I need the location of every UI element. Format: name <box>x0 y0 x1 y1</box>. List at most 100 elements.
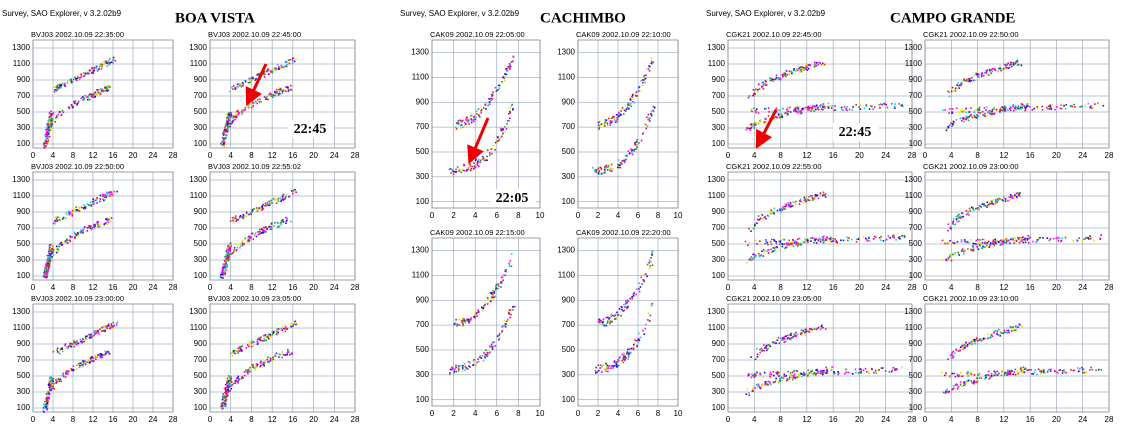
trace-dot <box>495 289 497 291</box>
trace-dot <box>1032 109 1034 111</box>
trace-dot <box>860 108 862 110</box>
trace-dot <box>56 349 58 351</box>
y-tick-label: 1300 <box>557 48 575 57</box>
trace-dot <box>970 210 972 212</box>
trace-dot <box>48 264 50 266</box>
trace-dot <box>613 118 615 120</box>
trace-dot <box>645 78 647 80</box>
trace-dot <box>243 83 245 85</box>
y-tick-label: 1300 <box>904 43 922 52</box>
trace-dot <box>755 90 757 92</box>
trace-dot <box>104 223 106 225</box>
trace-dot <box>256 207 258 209</box>
trace-dot <box>47 141 49 143</box>
trace-dot <box>46 269 48 271</box>
trace-dot <box>645 324 647 326</box>
trace-dot <box>624 310 626 312</box>
trace-dot <box>293 323 295 325</box>
y-tick-label: 100 <box>712 271 726 280</box>
trace-dot <box>280 328 282 330</box>
trace-dot <box>286 194 288 196</box>
trace-dot <box>816 62 818 64</box>
trace-dot <box>90 201 92 203</box>
trace-dot <box>810 328 812 330</box>
trace-dot <box>109 58 111 60</box>
trace-dot <box>46 134 48 136</box>
trace-dot <box>763 217 765 219</box>
trace-dot <box>989 71 991 73</box>
trace-dot <box>752 375 754 377</box>
trace-dot <box>97 70 99 72</box>
trace-dot <box>450 369 452 371</box>
trace-dot <box>763 376 765 378</box>
trace-dot <box>791 73 793 75</box>
trace-dot <box>271 331 273 333</box>
trace-dot <box>965 108 967 110</box>
trace-dot <box>102 194 104 196</box>
x-tick-label: 12 <box>268 283 277 292</box>
trace-dot <box>1016 196 1018 198</box>
trace-dot <box>618 365 620 367</box>
trace-dot <box>281 357 283 359</box>
trace-dot <box>227 131 229 133</box>
trace-dot <box>111 328 113 330</box>
trace-dot <box>759 349 761 351</box>
trace-dot <box>784 208 786 210</box>
trace-dot <box>873 372 875 374</box>
trace-dot <box>891 371 893 373</box>
trace-dot <box>116 323 118 325</box>
y-tick-label: 300 <box>416 172 430 181</box>
trace-dot <box>255 78 257 80</box>
trace-dot <box>251 346 253 348</box>
trace-dot <box>651 305 653 307</box>
trace-dot <box>507 120 509 122</box>
x-tick-label: 16 <box>109 415 118 424</box>
trace-dot <box>784 239 786 241</box>
trace-dot <box>966 116 968 118</box>
trace-dot <box>67 242 69 244</box>
x-tick-label: 4 <box>51 151 56 160</box>
trace-dot <box>814 238 816 240</box>
trace-dot <box>509 118 511 120</box>
trace-dot <box>777 374 779 376</box>
trace-dot <box>765 218 767 220</box>
trace-dot <box>468 365 470 367</box>
trace-dot <box>797 245 799 247</box>
trace-dot <box>953 218 955 220</box>
trace-dot <box>72 214 74 216</box>
trace-dot <box>90 205 92 207</box>
trace-dot <box>464 170 466 172</box>
trace-dot <box>94 355 96 357</box>
trace-dot <box>227 121 229 123</box>
trace-dot <box>604 170 606 172</box>
trace-dot <box>81 98 83 100</box>
trace-dot <box>237 350 239 352</box>
trace-dot <box>1051 108 1053 110</box>
trace-dot <box>770 241 772 243</box>
trace-dot <box>631 296 633 298</box>
panel-label: BVJ03 2002.10.09 22:45:00 <box>208 30 301 39</box>
panel-label: BVJ03 2002.10.09 23:05:00 <box>208 294 301 303</box>
trace-dot <box>651 58 653 60</box>
trace-dot <box>238 219 240 221</box>
trace-dot <box>1013 110 1015 112</box>
x-tick-label: 8 <box>71 415 76 424</box>
trace-dot <box>817 107 819 109</box>
trace-dot <box>88 334 90 336</box>
trace-dot <box>782 337 784 339</box>
trace-dot <box>455 365 457 367</box>
trace-dot <box>1057 237 1059 239</box>
trace-dot <box>949 240 951 242</box>
trace-dot <box>756 372 758 374</box>
trace-dot <box>67 80 69 82</box>
trace-dot <box>510 309 512 311</box>
trace-dot <box>606 368 608 370</box>
trace-dot <box>227 126 229 128</box>
trace-dot <box>835 109 837 111</box>
trace-dot <box>1065 108 1067 110</box>
trace-dot <box>100 93 102 95</box>
trace-dot <box>1020 238 1022 240</box>
trace-dot <box>966 79 968 81</box>
trace-dot <box>74 103 76 105</box>
trace-dot <box>470 118 472 120</box>
